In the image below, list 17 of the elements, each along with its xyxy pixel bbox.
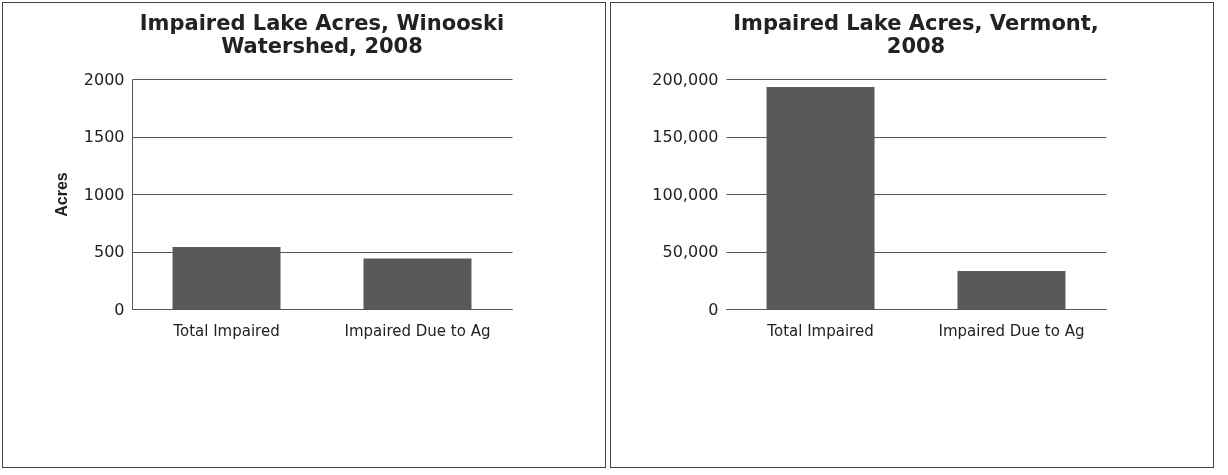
x-tick-label: Total Impaired xyxy=(172,321,280,340)
y-tick-label: 1500 xyxy=(83,127,125,146)
x-tick-label: Impaired Due to Ag xyxy=(344,321,491,340)
chart-title: Impaired Lake Acres, Winooski Watershed, 2008 xyxy=(139,11,505,58)
y-tick-label: 100,000 xyxy=(652,184,719,204)
y-tick-label: 0 xyxy=(114,299,125,319)
y-tick-label: 200,000 xyxy=(652,69,719,89)
y-tick-label: 2000 xyxy=(83,69,125,89)
chart-title: Impaired Lake Acres, Vermont, 2008 xyxy=(733,11,1099,58)
y-tick-label: 1000 xyxy=(83,184,125,204)
y-tick-label: 500 xyxy=(93,242,125,261)
y-tick-label: 0 xyxy=(708,299,719,319)
x-tick-label: Total Impaired xyxy=(766,321,874,340)
y-tick-label: 50,000 xyxy=(662,242,719,261)
y-axis-title: Acres xyxy=(52,172,70,217)
y-tick-label: 150,000 xyxy=(652,127,719,146)
x-tick-label: Impaired Due to Ag xyxy=(938,321,1085,340)
